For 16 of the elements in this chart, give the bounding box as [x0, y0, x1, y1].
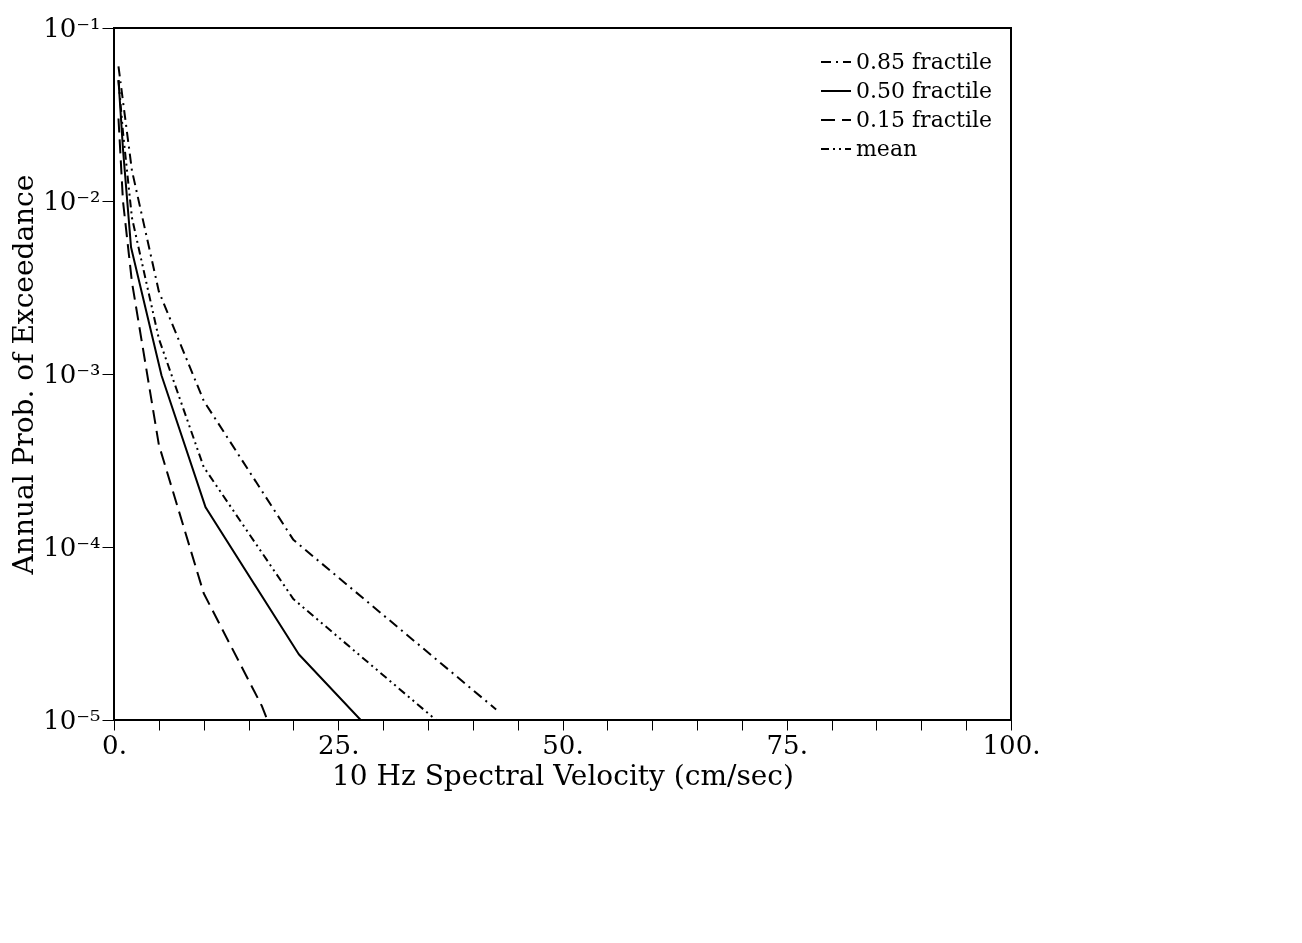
y-tick-label: 10⁻⁴ — [43, 531, 101, 562]
legend-label: 0.15 fractile — [856, 107, 993, 132]
y-tick-label: 10⁻⁵ — [43, 704, 101, 735]
x-tick-label: 0. — [102, 729, 127, 760]
y-tick-label: 10⁻² — [43, 185, 101, 216]
y-tick-label: 10⁻³ — [43, 358, 101, 389]
x-axis-title: 10 Hz Spectral Velocity (cm/sec) — [332, 758, 794, 792]
legend-label: 0.50 fractile — [856, 78, 993, 103]
legend-label: 0.85 fractile — [856, 49, 993, 74]
x-tick-label: 100. — [982, 729, 1041, 760]
legend-label: mean — [856, 136, 918, 161]
x-tick-label: 25. — [318, 729, 360, 760]
x-tick-label: 50. — [542, 729, 584, 760]
y-axis-title: Annual Prob. of Exceedance — [7, 174, 41, 576]
y-tick-label: 10⁻¹ — [43, 12, 101, 43]
x-tick-label: 75. — [766, 729, 808, 760]
